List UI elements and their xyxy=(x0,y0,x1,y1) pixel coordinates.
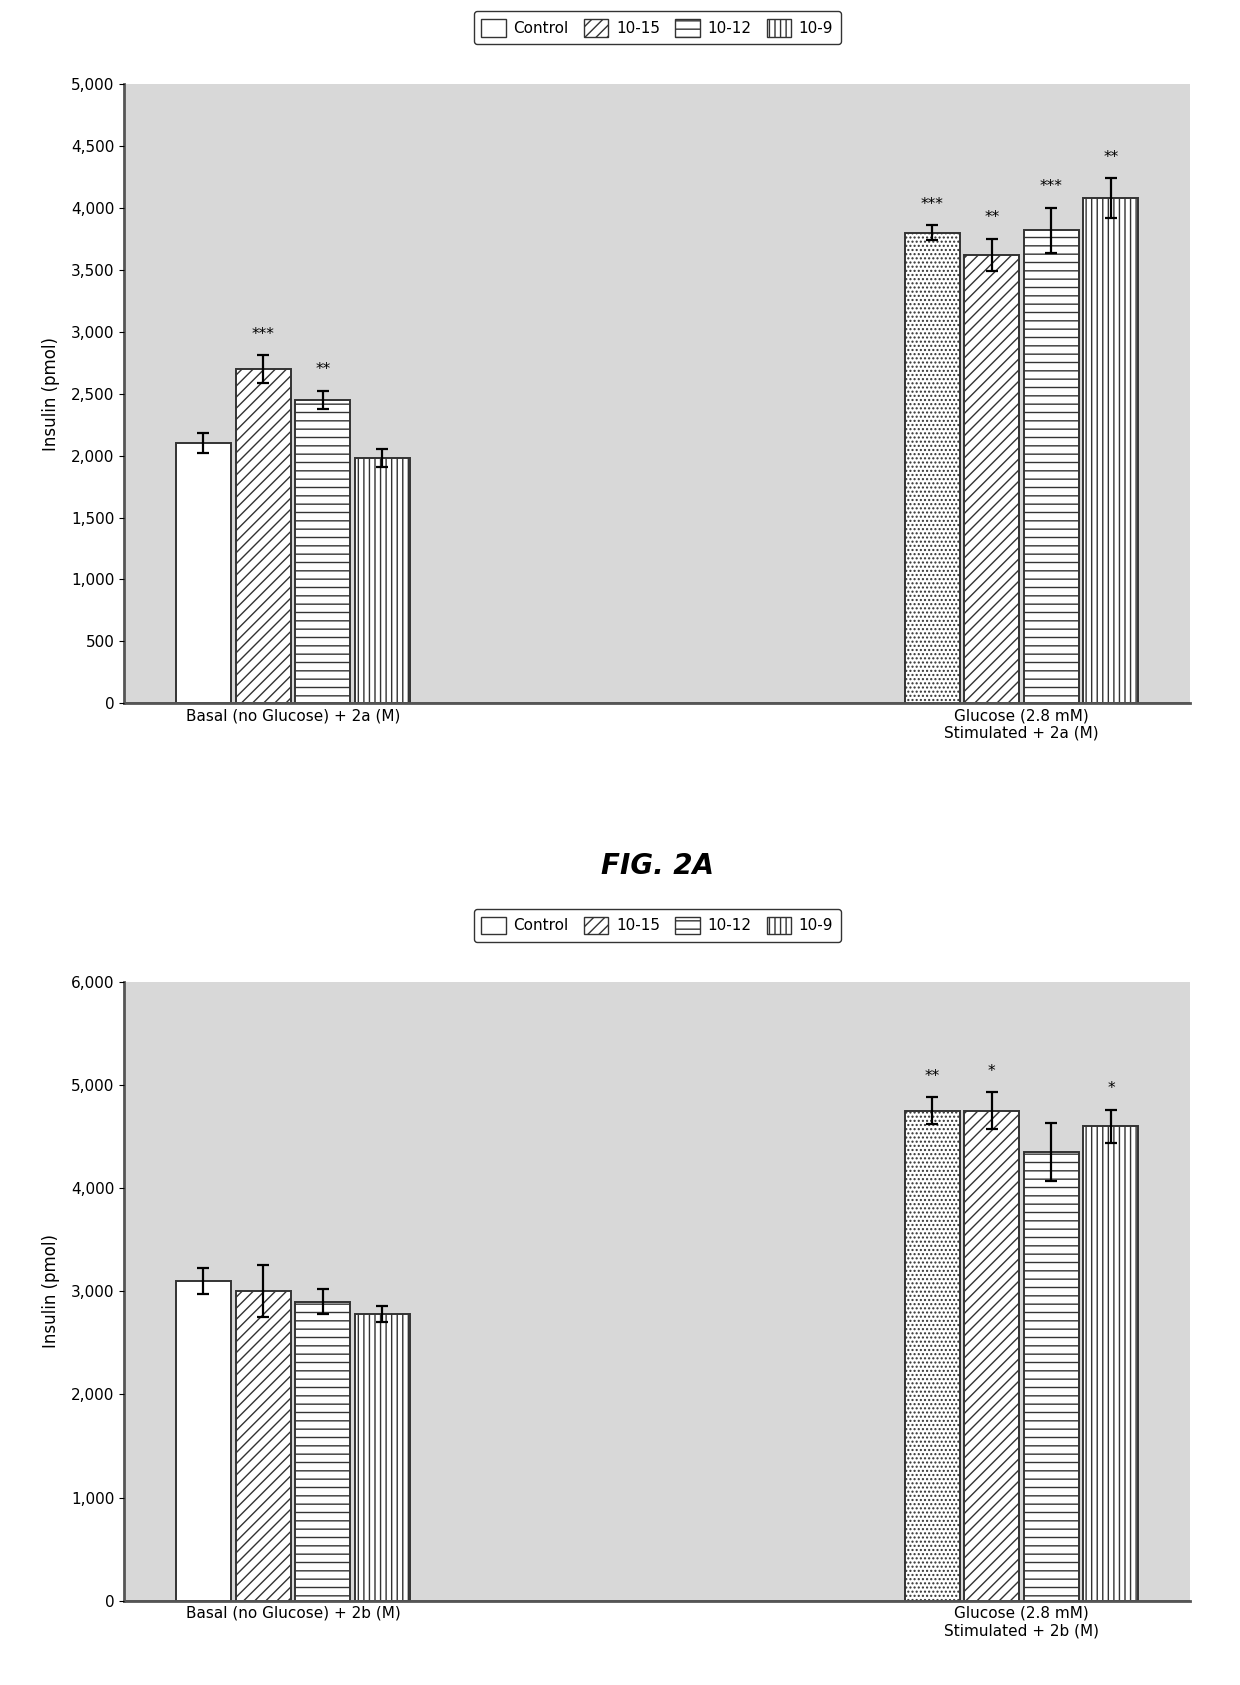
Text: *: * xyxy=(988,1063,996,1078)
Bar xyxy=(295,399,350,703)
Bar xyxy=(176,443,231,703)
Y-axis label: Insulin (pmol): Insulin (pmol) xyxy=(42,337,60,452)
Bar xyxy=(905,1110,960,1601)
Bar xyxy=(355,1314,409,1601)
Bar xyxy=(236,369,290,703)
Text: ***: *** xyxy=(1040,179,1063,194)
Bar xyxy=(905,233,960,703)
Bar xyxy=(236,1291,290,1601)
Bar xyxy=(176,1281,231,1601)
Text: *: * xyxy=(1107,1082,1115,1095)
Text: ***: *** xyxy=(252,327,274,342)
Bar xyxy=(965,254,1019,703)
Bar xyxy=(1024,1153,1079,1601)
Bar xyxy=(295,1301,350,1601)
Text: FIG. 2A: FIG. 2A xyxy=(600,853,714,880)
Bar xyxy=(355,458,409,703)
Bar xyxy=(1084,1126,1138,1601)
Legend: Control, 10-15, 10-12, 10-9: Control, 10-15, 10-12, 10-9 xyxy=(474,12,841,44)
Legend: Control, 10-15, 10-12, 10-9: Control, 10-15, 10-12, 10-9 xyxy=(474,908,841,942)
Text: ***: *** xyxy=(920,197,944,212)
Text: **: ** xyxy=(925,1068,940,1083)
Text: **: ** xyxy=(315,362,330,377)
Bar xyxy=(1084,199,1138,703)
Text: **: ** xyxy=(1104,150,1118,165)
Bar xyxy=(965,1110,1019,1601)
Text: **: ** xyxy=(985,211,999,226)
Bar xyxy=(1024,231,1079,703)
Y-axis label: Insulin (pmol): Insulin (pmol) xyxy=(42,1233,60,1348)
